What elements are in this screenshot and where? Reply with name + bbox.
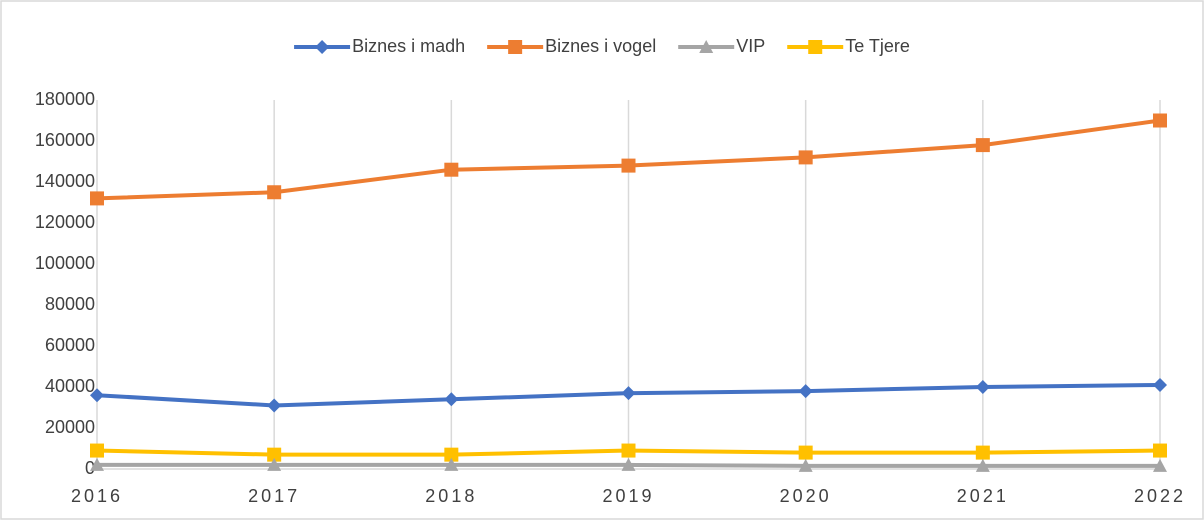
marker xyxy=(621,386,636,401)
marker xyxy=(1153,113,1167,128)
y-tick-label: 120000 xyxy=(35,212,95,232)
legend-item: Biznes i madh xyxy=(294,36,465,56)
marker xyxy=(444,447,459,462)
legend-label: Biznes i madh xyxy=(352,36,465,56)
legend-item: Biznes i vogel xyxy=(487,36,656,56)
marker xyxy=(975,380,990,394)
x-tick-label: 2016 xyxy=(71,486,123,506)
y-tick-label: 60000 xyxy=(45,335,95,355)
marker xyxy=(699,40,714,53)
marker xyxy=(444,457,459,471)
x-tick-label: 2022 xyxy=(1134,486,1186,506)
marker xyxy=(90,388,104,403)
x-tick-label: 2017 xyxy=(248,486,300,506)
marker xyxy=(267,457,282,471)
legend-label: Te Tjere xyxy=(845,36,910,56)
marker xyxy=(798,384,813,399)
x-tick-label: 2018 xyxy=(425,486,477,506)
marker xyxy=(1153,443,1167,458)
y-tick-label: 20000 xyxy=(45,417,95,437)
legend-label: Biznes i vogel xyxy=(545,36,656,56)
legend-item: Te Tjere xyxy=(787,36,910,56)
marker xyxy=(621,158,636,173)
y-tick-label: 160000 xyxy=(35,130,95,150)
marker xyxy=(90,443,104,458)
marker xyxy=(798,445,813,460)
y-tick-label: 80000 xyxy=(45,294,95,314)
marker xyxy=(267,398,282,413)
marker xyxy=(444,162,459,177)
marker xyxy=(267,447,282,462)
marker xyxy=(267,185,282,200)
legend: Biznes i madh Biznes i vogel VIP Te Tjere xyxy=(294,36,910,56)
y-tick-label: 0 xyxy=(85,458,95,478)
marker xyxy=(315,40,330,54)
marker xyxy=(621,443,636,458)
marker xyxy=(808,40,823,54)
y-tick-label: 40000 xyxy=(45,376,95,396)
marker xyxy=(798,458,813,472)
legend-label: VIP xyxy=(736,36,765,56)
marker xyxy=(508,40,523,54)
y-tick-label: 100000 xyxy=(35,253,95,273)
y-tick-label: 140000 xyxy=(35,171,95,191)
x-tick-label: 2021 xyxy=(957,486,1009,506)
marker xyxy=(1153,458,1167,472)
marker xyxy=(621,457,636,471)
x-tick-label: 2020 xyxy=(780,486,832,506)
marker xyxy=(975,138,990,153)
marker xyxy=(798,150,813,165)
x-tick-label: 2019 xyxy=(602,486,654,506)
legend-item: VIP xyxy=(678,36,765,56)
marker xyxy=(1153,377,1167,392)
marker xyxy=(90,457,104,471)
y-tick-label: 180000 xyxy=(35,89,95,109)
marker xyxy=(975,445,990,460)
marker xyxy=(444,392,459,407)
marker xyxy=(90,191,104,206)
marker xyxy=(975,458,990,472)
